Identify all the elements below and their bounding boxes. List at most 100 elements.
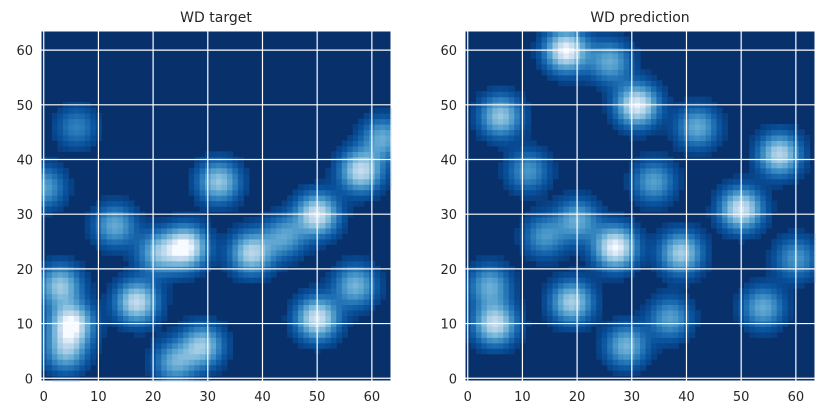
heatmap-cell [743,195,750,202]
heatmap-cell [161,298,168,306]
heatmap-cell [237,260,244,267]
heatmap-cell [497,134,504,141]
heatmap-cell [634,178,641,185]
heatmap-cell [210,348,217,355]
heatmap-cell [117,271,124,278]
heatmap-cell [552,36,559,43]
heatmap-cell [292,200,299,207]
heatmap-cell [749,200,756,207]
heatmap-cell [57,293,64,300]
heatmap-cell [700,123,707,131]
heatmap-cell [645,260,652,267]
heatmap-cell [525,233,532,240]
heatmap-cell [557,288,565,295]
heatmap-cell [661,288,668,295]
heatmap-cell [607,74,614,81]
heatmap-cell [579,58,586,65]
heatmap-cell [618,96,625,103]
heatmap-cell [486,309,493,316]
heatmap-cell [177,249,184,256]
heatmap-cell [787,162,794,169]
heatmap-cell [754,189,761,196]
heatmap-cell [596,304,603,311]
heatmap-cell [563,63,570,70]
heatmap-cell [798,282,805,289]
heatmap-cell [73,370,80,377]
heatmap-cell [503,85,510,92]
heatmap-cell [716,129,723,136]
heatmap-cell [57,353,64,360]
heatmap-cell [226,167,234,174]
heatmap-cell [470,277,477,284]
heatmap-cell [525,249,532,256]
heatmap-cell [336,331,343,338]
heatmap-cell [475,118,483,125]
heatmap-cell [199,206,206,213]
heatmap-cell [765,249,772,256]
heatmap-cell [782,233,789,240]
heatmap-cell [678,184,685,191]
heatmap-cell [237,244,244,251]
heatmap-cell [661,331,668,338]
heatmap-cell [161,238,168,245]
heatmap-cell [133,282,141,289]
heatmap-cell [568,326,575,333]
heatmap-cell [689,298,696,306]
heatmap-cell [374,288,381,295]
heatmap-cell [123,233,130,240]
heatmap-cell [645,238,652,245]
heatmap-cell [732,293,740,300]
heatmap-cell [536,58,543,65]
heatmap-cell [358,255,365,262]
heatmap-cell [486,277,493,284]
heatmap-cell [46,331,53,338]
heatmap-cell [656,206,663,213]
heatmap-cell [177,244,184,251]
heatmap-cell [139,227,146,234]
heatmap-cell [787,277,794,284]
heatmap-cell [470,326,477,333]
heatmap-cell [308,326,316,333]
heatmap-cell [563,69,570,76]
heatmap-cell [358,178,365,185]
heatmap-cell [363,304,370,311]
heatmap-cell [700,227,707,234]
heatmap-cell [492,96,499,103]
heatmap-cell [216,260,223,267]
heatmap-cell [765,326,772,333]
heatmap-cell [508,134,515,141]
heatmap-cell [139,277,146,284]
heatmap-cell [62,348,69,355]
heatmap-cell [330,342,337,349]
heatmap-cell [363,184,370,191]
heatmap-cell [716,123,723,131]
heatmap-cell [51,326,59,333]
heatmap-cell [656,129,663,136]
heatmap-cell [656,288,663,295]
heatmap-cell [347,293,354,300]
heatmap-cell [194,337,201,344]
heatmap-cell [106,206,113,213]
heatmap-cell [90,326,97,333]
heatmap-cell [352,293,359,300]
heatmap-cell [514,293,521,300]
heatmap-cell [525,113,532,120]
heatmap-cell [46,206,53,213]
heatmap-cell [117,304,124,311]
heatmap-cell [634,227,641,234]
heatmap-cell [623,364,630,371]
heatmap-cell [188,331,195,338]
heatmap-cell [634,337,641,344]
heatmap-cell [303,326,310,333]
heatmap-cell [672,178,679,185]
heatmap-cell [547,233,554,240]
heatmap-cell [667,282,674,289]
heatmap-cell [155,238,162,245]
heatmap-cell [634,255,641,262]
heatmap-cell [508,118,515,125]
heatmap-cell [700,107,707,114]
heatmap-cell [265,255,272,262]
heatmap-cell [645,195,652,202]
heatmap-cell [183,353,190,360]
heatmap-cell [481,129,488,136]
